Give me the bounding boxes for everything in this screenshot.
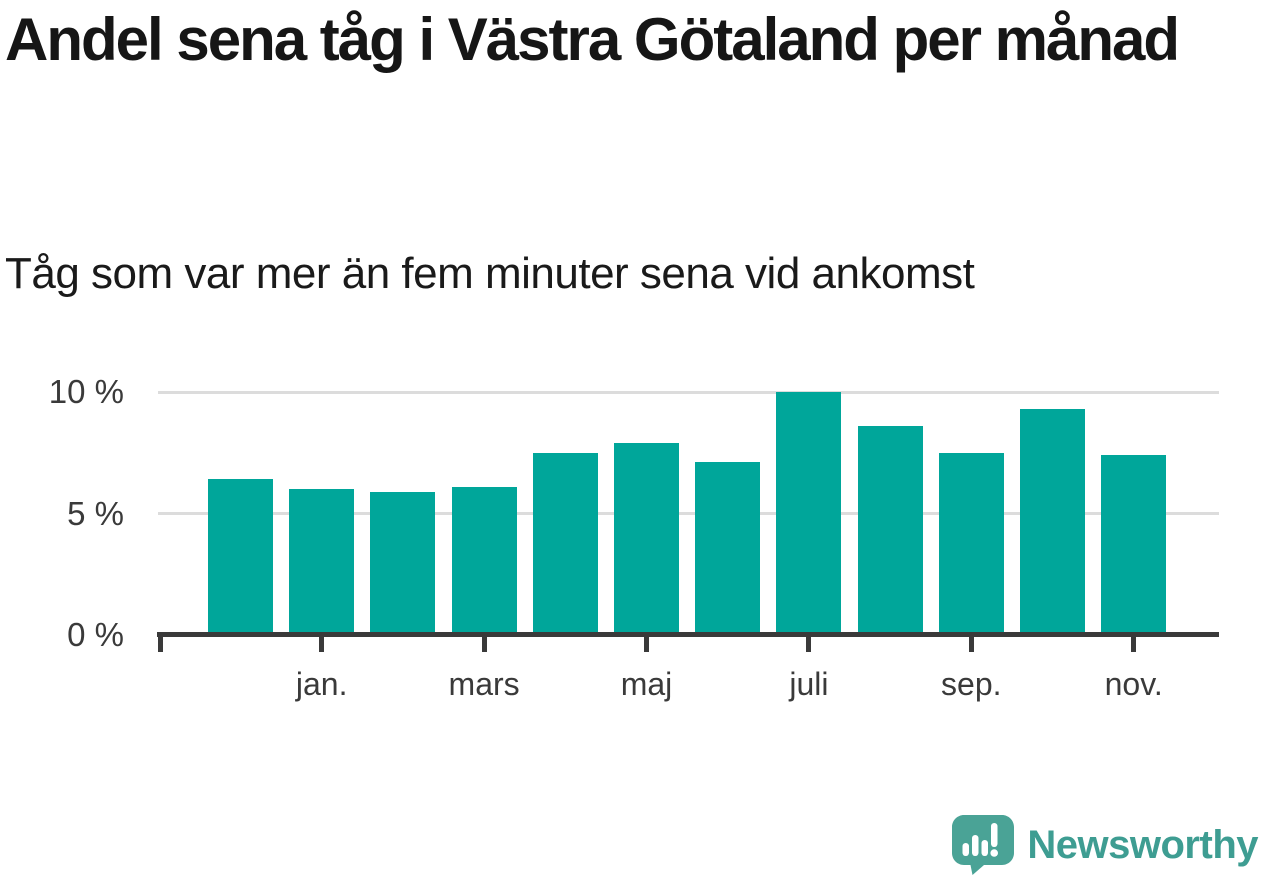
x-axis-tick-maj bbox=[644, 637, 649, 652]
x-axis-label-maj: maj bbox=[620, 666, 673, 702]
brand-name: Newsworthy bbox=[1027, 822, 1258, 867]
y-axis-label: 10 % bbox=[48, 373, 124, 410]
logo-bar-mid bbox=[981, 840, 989, 856]
bar-month-5 bbox=[532, 452, 598, 635]
x-axis-tick-juli bbox=[806, 637, 812, 652]
logo-bar-small bbox=[962, 843, 970, 856]
gridline-5pct bbox=[158, 512, 1219, 515]
x-axis-label-sep: sep. bbox=[941, 666, 1002, 702]
logo-exclamation-line bbox=[991, 823, 998, 847]
bar-sep bbox=[938, 452, 1004, 635]
x-axis-label-juli: juli bbox=[789, 666, 829, 702]
x-axis-start-tick bbox=[158, 637, 163, 652]
chart-subtitle: Tåg som var mer än fem minuter sena vid … bbox=[5, 249, 975, 298]
bar-month-9 bbox=[857, 426, 923, 635]
x-axis-label-mars: mars bbox=[448, 666, 520, 702]
bar-mars bbox=[451, 486, 517, 635]
bar-month-11 bbox=[1020, 409, 1085, 635]
x-axis-tick-nov bbox=[1131, 637, 1137, 652]
newsworthy-logo-icon bbox=[952, 815, 1015, 875]
bar-jan bbox=[289, 489, 355, 635]
bar-maj bbox=[614, 443, 679, 635]
bar-month-3 bbox=[370, 491, 436, 635]
logo-bar-tall bbox=[972, 835, 979, 856]
x-axis-tick-mars bbox=[481, 637, 487, 652]
bar-juli bbox=[776, 392, 842, 635]
brand-footer: Newsworthy bbox=[951, 814, 1258, 876]
x-axis-line bbox=[157, 632, 1219, 637]
bar-month-7 bbox=[695, 462, 761, 635]
bar-nov bbox=[1101, 455, 1167, 635]
x-axis-label-nov: nov. bbox=[1104, 666, 1163, 702]
plot-area: 0 % 5 % 10 % jan. mars maj juli sep. nov. bbox=[49, 373, 1219, 702]
gridline-10pct bbox=[158, 390, 1219, 394]
logo-exclamation-dot bbox=[990, 849, 999, 857]
y-axis-label: 5 % bbox=[67, 494, 124, 532]
bar-month-1 bbox=[208, 479, 273, 635]
x-axis-tick-jan bbox=[319, 637, 325, 652]
x-axis-tick-sep bbox=[968, 637, 974, 652]
y-axis-label: 0 % bbox=[67, 616, 124, 653]
chart-title: Andel sena tåg i Västra Götaland per mån… bbox=[5, 6, 1180, 73]
x-axis-label-jan: jan. bbox=[295, 666, 348, 702]
